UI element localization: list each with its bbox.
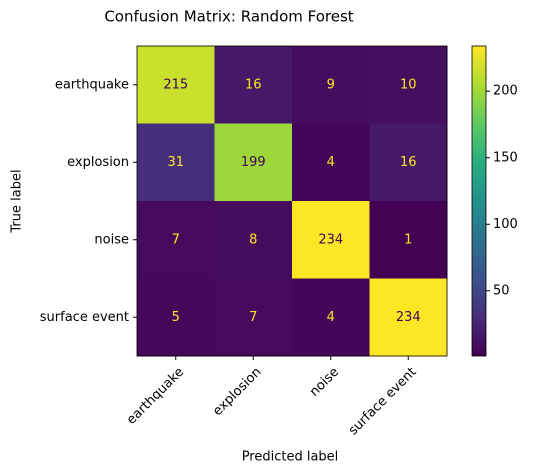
cell-label: 4: [327, 310, 335, 325]
heatmap-cell: [137, 278, 215, 357]
colorbar: [471, 45, 487, 357]
heatmap-cell: [369, 201, 448, 279]
cell-label: 234: [318, 232, 343, 247]
cell-label: 234: [396, 310, 421, 325]
heatmap-cell: [214, 201, 293, 279]
x-tick-label: noise: [307, 365, 342, 400]
heatmap-cell: [369, 46, 448, 124]
cell-label: 16: [400, 155, 417, 170]
heatmap-cell: [214, 46, 293, 124]
colorbar-tick-label: 100: [493, 217, 518, 232]
colorbar-tick-label: 200: [493, 84, 518, 99]
heatmap-cell: [292, 278, 370, 357]
heatmap-cell: [292, 46, 370, 124]
heatmap-cell: [369, 123, 448, 202]
cell-label: 9: [327, 77, 335, 92]
heatmap-cell: [292, 123, 370, 202]
y-tick-label: earthquake: [55, 77, 129, 92]
chart-title: Confusion Matrix: Random Forest: [104, 8, 353, 26]
cell-label: 10: [400, 77, 417, 92]
y-tick-label: surface event: [40, 310, 129, 325]
cell-label: 199: [241, 155, 266, 170]
heatmap-cell: [137, 46, 215, 124]
cell-label: 1: [404, 232, 412, 247]
cell-label: 7: [172, 232, 180, 247]
colorbar-tick-label: 50: [493, 283, 510, 298]
heatmap-cell: [137, 201, 215, 279]
y-tick-label: noise: [94, 232, 129, 247]
x-tick-label: explosion: [210, 365, 264, 419]
cell-label: 215: [163, 77, 188, 92]
x-tick-label: earthquake: [124, 365, 187, 428]
x-tick-label: surface event: [346, 365, 420, 439]
y-tick-label: explosion: [67, 155, 129, 170]
cell-label: 16: [245, 77, 262, 92]
heatmap-cell: [214, 278, 293, 357]
cell-label: 7: [249, 310, 257, 325]
heatmap-cell: [214, 123, 293, 202]
x-axis-label: Predicted label: [242, 450, 339, 465]
cell-label: 31: [167, 155, 184, 170]
cell-label: 8: [249, 232, 257, 247]
heatmap-cell: [369, 278, 448, 357]
cell-label: 5: [172, 310, 180, 325]
cell-label: 4: [327, 155, 335, 170]
heatmap-cell: [292, 201, 370, 279]
heatmap-cell: [137, 123, 215, 202]
y-axis-label: True label: [10, 169, 25, 233]
plot-frame: [136, 45, 448, 357]
colorbar-tick-label: 150: [493, 150, 518, 165]
